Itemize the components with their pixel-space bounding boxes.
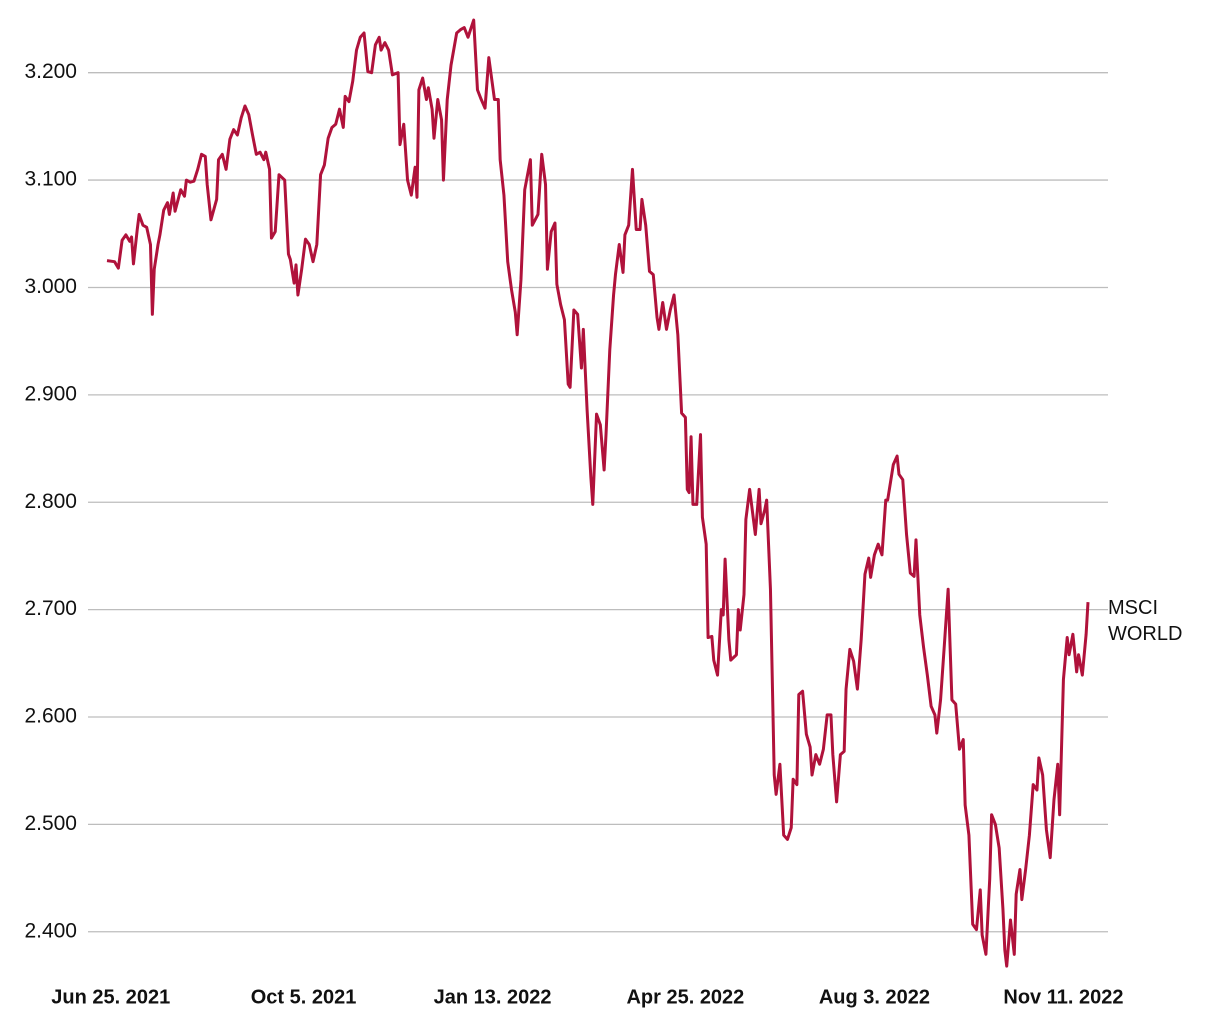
x-tick-label: Apr 25. 2022 <box>626 986 744 1008</box>
y-tick-label: 3.000 <box>24 275 77 298</box>
data-line <box>106 18 1090 968</box>
y-tick-label: 3.200 <box>24 60 77 83</box>
series-label: MSCI WORLD <box>1108 597 1183 645</box>
y-tick-label: 2.800 <box>24 490 77 513</box>
y-tick-label: 3.100 <box>24 168 77 191</box>
x-tick-label: Aug 3. 2022 <box>819 986 930 1008</box>
y-tick-label: 2.900 <box>24 382 77 405</box>
x-tick-label: Nov 11. 2022 <box>1003 986 1123 1008</box>
y-tick-label: 2.700 <box>24 597 77 620</box>
x-tick-label: Jun 25. 2021 <box>51 986 170 1008</box>
x-tick-label: Jan 13. 2022 <box>434 986 552 1008</box>
y-tick-label: 2.400 <box>24 919 77 942</box>
y-tick-label: 2.500 <box>24 812 77 835</box>
x-tick-label: Oct 5. 2021 <box>251 986 357 1008</box>
y-tick-label: 2.600 <box>24 705 77 728</box>
